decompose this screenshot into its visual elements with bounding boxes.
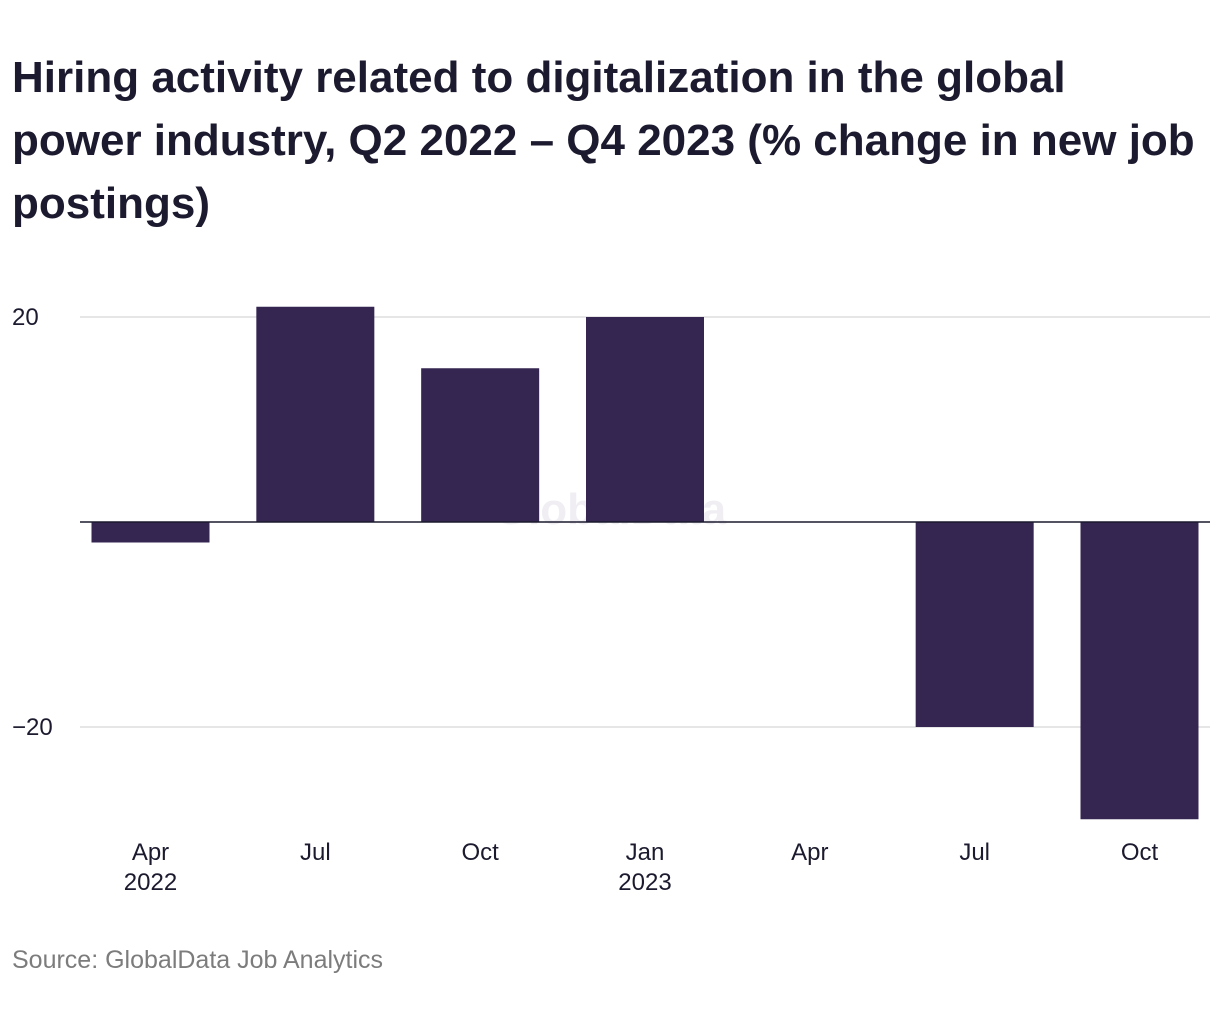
y-tick-label: −20 (12, 714, 53, 741)
x-tick-label: Jul (300, 839, 331, 866)
x-tick-label: Jul (959, 839, 990, 866)
bar-apr-2022 (91, 522, 210, 543)
x-tick-year-label: 2023 (618, 869, 671, 896)
bar-jul-2023 (915, 522, 1034, 727)
bar-jul-2022 (256, 306, 375, 522)
x-tick-label: Apr (791, 839, 828, 866)
bars (91, 306, 1199, 820)
chart-title: Hiring activity related to digitalizatio… (12, 53, 1195, 228)
source-note: Source: GlobalData Job Analytics (12, 946, 384, 974)
x-tick-year-label: 2022 (124, 869, 177, 896)
y-axis-ticks: 20 −20 (12, 304, 53, 741)
x-tick-label: Jan (626, 839, 665, 866)
x-axis-ticks: Apr 2022 Jul Oct Jan 2023 Apr Jul Oct (124, 839, 1159, 896)
x-tick-label: Oct (1121, 839, 1159, 866)
bar-oct-2023 (1080, 522, 1199, 820)
bar-jan-2023 (586, 317, 704, 522)
bar-oct-2022 (421, 368, 540, 522)
y-tick-label: 20 (12, 304, 39, 331)
x-tick-label: Oct (461, 839, 499, 866)
x-tick-label: Apr (132, 839, 169, 866)
